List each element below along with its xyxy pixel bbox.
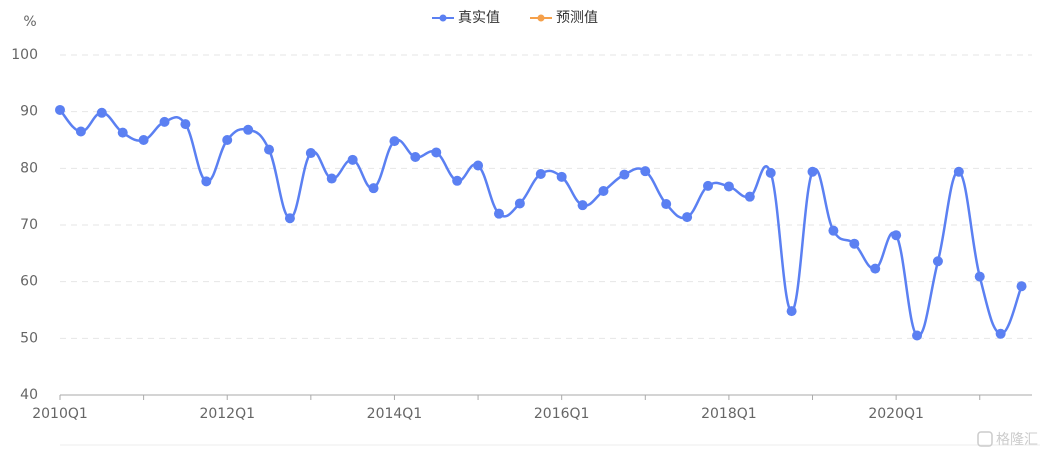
y-tick-label: 60 [20, 274, 38, 290]
y-tick-label: 40 [20, 387, 38, 403]
data-point [932, 256, 943, 267]
y-tick-label: 50 [20, 330, 38, 346]
data-point [222, 135, 233, 145]
data-point [493, 208, 504, 219]
data-point [807, 166, 818, 177]
y-tick-label: 70 [20, 217, 38, 233]
data-point [744, 191, 755, 202]
data-point [953, 166, 964, 177]
data-point [682, 212, 693, 223]
data-point [264, 144, 275, 155]
watermark: 格隆汇 [996, 432, 1038, 448]
data-point [765, 167, 776, 178]
data-point [389, 136, 400, 147]
data-point [55, 104, 65, 115]
x-tick-label: 2018Q1 [701, 406, 757, 422]
data-point [703, 180, 713, 191]
data-point [619, 169, 630, 180]
data-point [995, 328, 1006, 339]
data-point [431, 147, 442, 158]
data-point [1016, 281, 1027, 292]
data-point [180, 119, 191, 130]
legend-item[interactable]: 真实值 [432, 10, 500, 26]
data-point [473, 160, 484, 171]
y-tick-label: 80 [20, 160, 38, 176]
x-tick-label: 2020Q1 [868, 406, 924, 422]
data-point [347, 154, 358, 165]
data-point [598, 186, 609, 196]
data-point [305, 148, 316, 159]
x-tick-label: 2012Q1 [199, 406, 255, 422]
y-unit: % [23, 14, 36, 30]
data-point [640, 166, 651, 177]
data-point [514, 198, 525, 209]
legend-marker [537, 14, 545, 22]
data-point [96, 107, 107, 118]
data-point [117, 127, 128, 138]
data-point [870, 263, 881, 274]
x-tick-label: 2010Q1 [32, 406, 88, 422]
legend-marker [439, 14, 447, 22]
data-point [201, 176, 212, 187]
y-tick-label: 90 [20, 104, 38, 120]
legend-label: 预测值 [556, 10, 598, 26]
data-point [849, 238, 860, 249]
data-point [138, 135, 149, 145]
data-point [410, 152, 421, 162]
watermark-icon [977, 431, 993, 447]
data-point [912, 330, 923, 341]
x-tick-label: 2014Q1 [367, 406, 423, 422]
data-point [535, 169, 546, 179]
data-point [828, 225, 839, 236]
series-line [59, 109, 1023, 337]
data-point [368, 183, 379, 194]
data-point [974, 271, 985, 282]
data-point [159, 116, 170, 127]
x-tick-label: 2016Q1 [534, 406, 590, 422]
data-point [723, 181, 734, 192]
data-point [556, 171, 567, 182]
legend-item[interactable]: 预测值 [530, 10, 598, 26]
data-point [75, 126, 86, 137]
data-point [661, 199, 672, 210]
data-point [786, 306, 797, 317]
data-point [891, 230, 902, 241]
data-point [284, 213, 295, 224]
y-tick-label: 100 [11, 47, 38, 63]
data-point [577, 200, 588, 211]
legend-label: 真实值 [458, 10, 500, 26]
data-point [452, 175, 463, 186]
data-point [243, 124, 254, 135]
data-point [326, 173, 337, 184]
